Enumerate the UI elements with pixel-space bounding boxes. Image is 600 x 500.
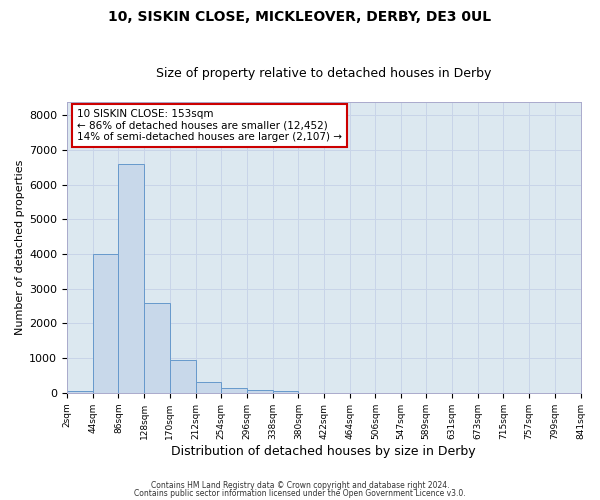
- Bar: [221, 388, 247, 393]
- Title: Size of property relative to detached houses in Derby: Size of property relative to detached ho…: [156, 66, 491, 80]
- Bar: [196, 382, 221, 393]
- Text: Contains public sector information licensed under the Open Government Licence v3: Contains public sector information licen…: [134, 488, 466, 498]
- Bar: [247, 390, 272, 393]
- Text: 10 SISKIN CLOSE: 153sqm
← 86% of detached houses are smaller (12,452)
14% of sem: 10 SISKIN CLOSE: 153sqm ← 86% of detache…: [77, 109, 342, 142]
- Bar: [67, 391, 93, 393]
- Y-axis label: Number of detached properties: Number of detached properties: [15, 160, 25, 335]
- Text: 10, SISKIN CLOSE, MICKLEOVER, DERBY, DE3 0UL: 10, SISKIN CLOSE, MICKLEOVER, DERBY, DE3…: [109, 10, 491, 24]
- X-axis label: Distribution of detached houses by size in Derby: Distribution of detached houses by size …: [172, 444, 476, 458]
- Bar: [93, 254, 118, 393]
- Bar: [118, 164, 144, 393]
- Bar: [170, 360, 196, 393]
- Bar: [144, 302, 170, 393]
- Bar: [272, 391, 298, 393]
- Text: Contains HM Land Registry data © Crown copyright and database right 2024.: Contains HM Land Registry data © Crown c…: [151, 481, 449, 490]
